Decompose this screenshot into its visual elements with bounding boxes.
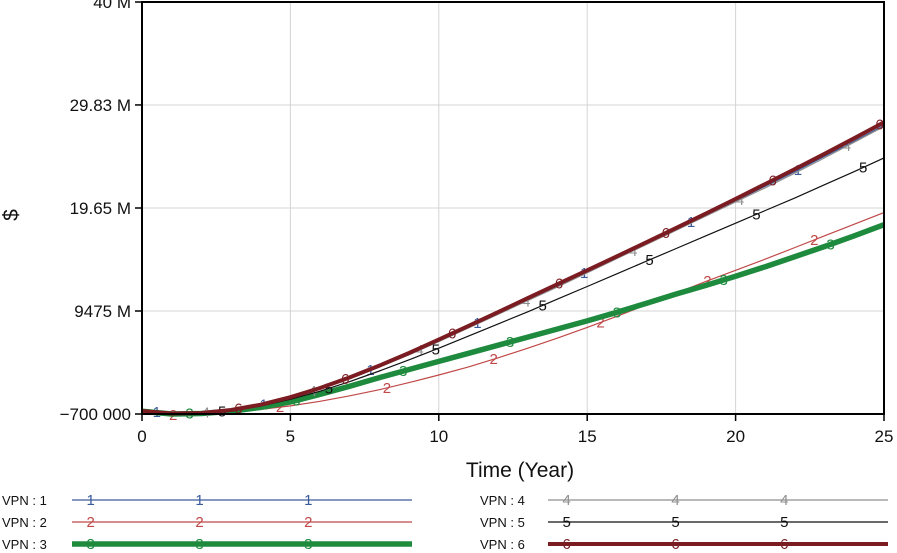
y-axis-title: $ [0,209,23,221]
series-6: 6 6 6 6 6 6 6 [141,117,885,418]
series-point-marker: 3 [399,363,407,380]
series-point-marker: 6 [555,276,563,293]
series-point-marker: 4 [736,192,744,209]
x-tick-label: 15 [578,427,597,446]
legend-label: VPN : 4 [480,493,525,508]
y-tick-label: 40 M [93,0,131,12]
series-point-marker: 6 [875,117,883,134]
series-point-marker: 6 [234,401,242,418]
legend-marker: 6 [671,536,679,553]
series-point-marker: 5 [752,206,760,223]
legend-marker: 1 [195,492,203,509]
series-point-marker: 1 [794,162,802,179]
series-point-marker: 3 [826,236,834,253]
series-point-marker: 5 [539,297,547,314]
legend-item-5: VPN : 5 5 5 5 [480,514,888,531]
series-point-marker: 6 [341,371,349,388]
y-tick-label: 29.83 M [70,96,131,115]
series-line-5 [141,157,885,415]
legend-marker: 3 [87,536,95,553]
legend-marker: 2 [87,514,95,531]
series-point-marker: 6 [769,172,777,189]
series-point-marker: 6 [448,325,456,342]
series-point-marker: 3 [506,334,514,351]
series-point-marker: 3 [613,304,621,321]
legend-marker: 6 [563,536,571,553]
series-point-marker: 2 [810,232,818,249]
legend-label: VPN : 3 [2,537,47,552]
legend-marker: 4 [780,492,788,509]
series-point-marker: 3 [720,272,728,289]
series-point-marker: 2 [383,380,391,397]
legend-label: VPN : 5 [480,515,525,530]
series-line-6 [141,120,885,416]
y-tick-label: 9475 M [74,302,131,321]
legend-marker: 1 [87,492,95,509]
series-point-marker: 2 [596,314,604,331]
series-point-marker: 2 [703,273,711,290]
series-point-marker: 5 [432,341,440,358]
legend-marker: 2 [304,514,312,531]
legend-item-3: VPN : 3 3 3 3 [2,536,412,553]
series-point-marker: 5 [859,159,867,176]
series-point-marker: 3 [292,392,300,409]
series-line-3 [141,222,885,417]
legend-label: VPN : 2 [2,515,47,530]
series-point-marker: 4 [522,293,530,310]
x-tick-label: 10 [429,427,448,446]
x-tick-label: 25 [875,427,894,446]
series-line-2 [141,212,885,416]
series-point-marker: 2 [276,399,284,416]
y-tick-label: −700 000 [60,405,131,424]
legend-item-6: VPN : 6 6 6 6 [480,536,888,553]
legend-item-1: VPN : 1 1 1 1 [2,492,412,509]
legend-marker: 2 [195,514,203,531]
x-tick-label: 0 [137,427,146,446]
series-point-marker: 4 [629,243,637,260]
legend-marker: 4 [671,492,679,509]
x-tick-label: 20 [726,427,745,446]
gridlines [142,2,884,414]
series-line-4 [141,125,885,415]
x-tick-label: 5 [286,427,295,446]
legend-marker: 3 [195,536,203,553]
legend-marker: 5 [671,514,679,531]
series-point-marker: 4 [843,138,851,155]
legend-label: VPN : 1 [2,493,47,508]
series-point-marker: 4 [415,342,423,359]
legend-item-4: VPN : 4 4 4 4 [480,492,888,509]
legend-marker: 1 [304,492,312,509]
legend-marker: 5 [563,514,571,531]
y-tick-label: 19.65 M [70,199,131,218]
series-line-1 [141,124,885,415]
series-point-marker: 5 [325,380,333,397]
legend-label: VPN : 6 [480,537,525,552]
series-point-marker: 2 [490,351,498,368]
x-axis-title: Time (Year) [466,459,574,482]
series-point-marker: 5 [645,252,653,269]
legend-marker: 3 [304,536,312,553]
legend-marker: 5 [780,514,788,531]
series-point-marker: 6 [662,225,670,242]
legend-item-2: VPN : 2 2 2 2 [2,514,412,531]
legend-marker: 4 [563,492,571,509]
legend: VPN : 1 1 1 1 VPN : 2 2 2 2 VPN : 3 3 3 3 VPN : 4 4 4 4… [2,492,888,553]
legend-marker: 6 [780,536,788,553]
